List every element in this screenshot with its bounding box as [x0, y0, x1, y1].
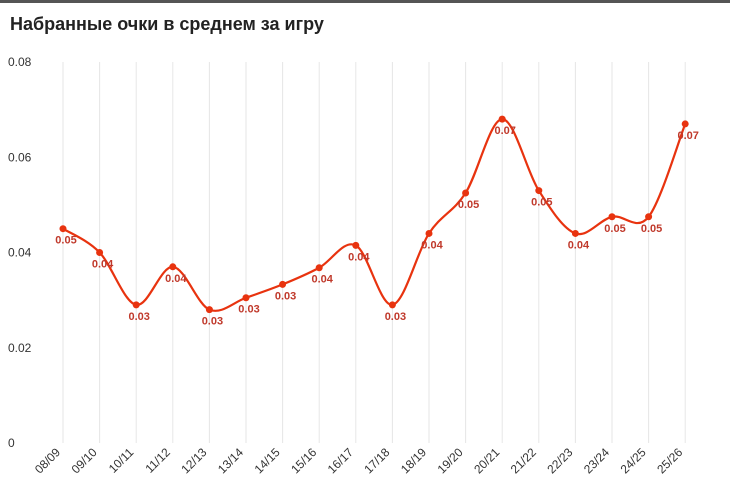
y-tick-label: 0.08	[8, 55, 32, 69]
y-axis-ticks: 0 0.02 0.04 0.06 0.08	[8, 55, 32, 450]
y-tick-label: 0.06	[8, 150, 32, 164]
data-point-17-18	[388, 301, 396, 309]
data-label: 0.07	[494, 125, 515, 137]
x-tick-label: 14/15	[252, 445, 283, 476]
data-point-20-21	[498, 115, 506, 123]
y-tick-label: 0.04	[8, 246, 32, 260]
top-rule	[0, 0, 730, 3]
data-label: 0.04	[92, 259, 114, 271]
data-point-22-23	[571, 229, 579, 237]
x-tick-label: 08/09	[32, 445, 63, 476]
data-label: 0.03	[238, 304, 259, 316]
data-point-12-13	[205, 306, 213, 314]
x-tick-label: 10/11	[106, 445, 137, 476]
y-tick-label: 0	[8, 436, 15, 450]
x-tick-label: 12/13	[178, 445, 209, 476]
data-label: 0.07	[677, 130, 698, 142]
x-tick-label: 16/17	[325, 445, 356, 476]
data-label: 0.05	[531, 197, 552, 209]
data-points	[59, 115, 689, 314]
data-point-16-17	[352, 241, 360, 249]
chart-title: Набранные очки в среднем за игру	[10, 14, 324, 34]
data-point-09-10	[96, 249, 104, 256]
data-label: 0.04	[311, 274, 333, 286]
x-tick-label: 15/16	[288, 445, 319, 476]
x-tick-label: 13/14	[215, 445, 246, 476]
x-tick-label: 25/26	[654, 445, 685, 476]
series-line	[62, 118, 687, 312]
data-label: 0.04	[348, 251, 370, 263]
data-point-21-22	[535, 187, 543, 195]
data-label: 0.05	[641, 223, 662, 235]
x-tick-label: 18/19	[398, 445, 429, 476]
data-label: 0.05	[604, 223, 625, 235]
gridlines	[62, 62, 686, 443]
data-labels: 0.05 0.04 0.03 0.04 0.03 0.03 0.03 0.04 0.04 0.03…	[55, 125, 699, 328]
data-label: 0.05	[55, 235, 76, 247]
data-point-10-11	[132, 301, 140, 309]
data-point-14-15	[279, 280, 287, 288]
data-label: 0.03	[128, 311, 149, 323]
data-label: 0.04	[568, 239, 590, 251]
x-tick-label: 11/12	[142, 445, 173, 476]
x-tick-label: 17/18	[361, 445, 392, 476]
data-point-23-24	[608, 213, 616, 221]
data-label: 0.03	[202, 316, 223, 328]
data-label: 0.04	[165, 273, 187, 285]
data-point-15-16	[315, 264, 323, 272]
data-label: 0.04	[421, 239, 443, 251]
x-tick-label: 23/24	[581, 445, 612, 476]
x-axis-ticks: 08/09 09/10 10/11 11/12 12/13 13/14 14/15 15/16…	[32, 445, 686, 476]
x-tick-label: 22/23	[544, 445, 575, 476]
y-tick-label: 0.02	[8, 341, 32, 355]
x-tick-label: 24/25	[618, 445, 649, 476]
data-point-08-09	[59, 225, 67, 233]
data-point-18-19	[425, 229, 433, 237]
x-tick-label: 09/10	[69, 445, 100, 476]
data-point-24-25	[645, 213, 653, 221]
data-point-19-20	[462, 189, 470, 197]
data-point-11-12	[169, 263, 177, 271]
data-point-25-26	[681, 120, 689, 128]
x-tick-label: 19/20	[435, 445, 466, 476]
data-label: 0.03	[275, 290, 296, 302]
x-tick-label: 20/21	[471, 445, 502, 476]
x-tick-label: 21/22	[508, 445, 539, 476]
data-point-13-14	[242, 294, 250, 302]
data-label: 0.03	[385, 311, 406, 323]
data-label: 0.05	[458, 199, 479, 211]
